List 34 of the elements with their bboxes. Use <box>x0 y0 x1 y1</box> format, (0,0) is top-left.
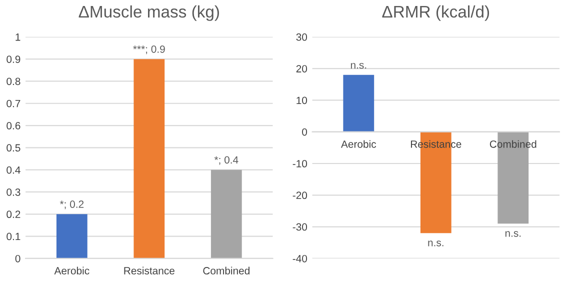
y-tick-label: 10 <box>296 96 308 104</box>
y-tick-label: 20 <box>296 65 308 72</box>
y-tick-label: 0.2 <box>6 210 20 218</box>
y-tick-label: 0.5 <box>6 144 20 152</box>
chart-title: ΔRMR (kcal/d) <box>382 5 490 21</box>
x-tick-label: Combined <box>203 266 250 274</box>
data-label: *; 0.4 <box>214 156 238 165</box>
data-label: n.s. <box>350 62 366 69</box>
y-tick-label: 0.4 <box>6 166 20 174</box>
y-tick-label: 0 <box>302 128 308 136</box>
bar <box>210 170 242 258</box>
y-tick-label: 0.9 <box>6 56 20 63</box>
y-tick-label: 0.7 <box>6 100 20 108</box>
bar <box>56 214 88 258</box>
x-tick-label: Aerobic <box>341 140 376 148</box>
y-tick-label: -30 <box>292 223 308 231</box>
y-tick-label: -40 <box>292 254 308 262</box>
data-label: *; 0.2 <box>60 200 84 210</box>
bar <box>134 59 165 258</box>
y-tick-label: 0.8 <box>6 78 20 86</box>
chart-title: ΔMuscle mass (kg) <box>78 5 219 21</box>
y-tick-label: 0.6 <box>6 122 20 130</box>
y-tick-label: -10 <box>292 160 308 168</box>
data-label: n.s. <box>505 231 521 237</box>
y-tick-label: 30 <box>296 33 308 41</box>
y-tick-label: 0.1 <box>6 232 20 240</box>
x-tick-label: Aerobic <box>54 266 90 274</box>
y-tick-label: 0 <box>15 254 20 262</box>
y-tick-label: 0.3 <box>6 188 20 196</box>
y-tick-label: -20 <box>292 192 308 200</box>
data-label: n.s. <box>428 240 444 246</box>
x-tick-label: Resistance <box>124 266 174 274</box>
data-label: ***; 0.9 <box>133 45 165 54</box>
y-tick-label: 1 <box>16 34 20 41</box>
